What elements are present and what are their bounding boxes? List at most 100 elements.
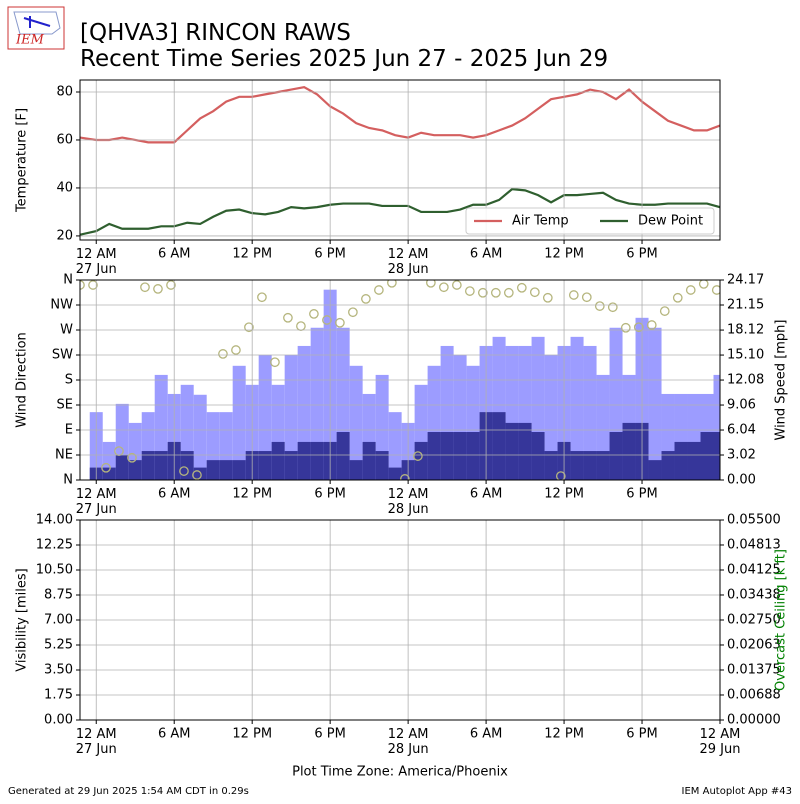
x-tick-label: 12 AM 28 Jun	[388, 727, 429, 757]
x-tick-label: 12 AM 28 Jun	[388, 247, 429, 277]
x-tick-label: 12 PM	[544, 727, 584, 742]
point	[452, 280, 462, 290]
y2-tick-label: 3.02	[727, 448, 756, 463]
point	[568, 290, 579, 300]
y2-tick-label: 0.02063	[727, 637, 781, 652]
bar	[648, 460, 662, 480]
point	[646, 320, 657, 330]
plot-frame	[79, 279, 721, 481]
bar	[336, 432, 350, 480]
point	[659, 306, 670, 316]
x-tick-label: 6 AM	[470, 247, 503, 262]
y-tick-label: 1.75	[44, 688, 73, 703]
y2-tick-label: 0.03438	[727, 587, 781, 602]
y2-tick-label: 0.04813	[727, 537, 781, 552]
y-tick-label: SE	[57, 398, 73, 413]
point	[88, 280, 98, 290]
bar	[349, 460, 363, 480]
x-tick-label: 12 PM	[232, 727, 272, 742]
x-tick-label: 6 AM	[158, 487, 191, 502]
y-tick-label: NW	[50, 298, 73, 313]
bar	[609, 432, 623, 480]
point	[503, 287, 514, 298]
point	[231, 345, 241, 355]
bar	[375, 451, 389, 480]
point	[542, 292, 553, 303]
x-tick-label: 6 PM	[626, 727, 657, 742]
x-tick-label: 6 PM	[314, 727, 345, 742]
point	[685, 285, 696, 295]
x-tick-label: 12 PM	[232, 247, 272, 262]
bar	[531, 432, 545, 480]
y2-axis-label: Wind Speed [mph]	[774, 320, 789, 441]
bar	[687, 441, 701, 480]
bar	[232, 365, 246, 480]
y2-tick-label: 6.04	[727, 423, 756, 438]
bar	[583, 345, 597, 480]
bar	[518, 422, 532, 480]
bar	[258, 355, 272, 480]
plot-frame	[79, 519, 721, 721]
y-tick-label: W	[60, 323, 73, 338]
x-tick-label: 6 PM	[626, 247, 657, 262]
bar	[193, 394, 207, 480]
y-tick-label: 7.00	[44, 613, 73, 628]
point	[426, 280, 436, 288]
y-tick-label: 40	[56, 180, 73, 195]
y2-tick-label: 21.15	[727, 297, 764, 312]
x-tick-label: 6 AM	[158, 247, 191, 262]
point	[607, 302, 618, 313]
y-tick-label: N	[63, 473, 73, 488]
logo-frame	[7, 6, 65, 50]
x-tick-label: 6 AM	[470, 487, 503, 502]
x-tick-label: 12 AM 27 Jun	[76, 487, 117, 517]
bar	[414, 441, 428, 480]
y-tick-label: S	[65, 373, 73, 388]
x-axis-label: Plot Time Zone: America/Phoenix	[292, 765, 508, 780]
data-line	[80, 86, 720, 144]
y2-tick-label: 0.01375	[727, 663, 781, 678]
point	[322, 315, 332, 325]
bar	[440, 432, 454, 480]
point	[309, 309, 319, 319]
bar	[141, 451, 155, 480]
y-tick-label: N	[63, 273, 73, 288]
x-tick-label: 12 AM 27 Jun	[76, 727, 117, 757]
point	[192, 470, 202, 480]
x-tick-label: 12 AM 27 Jun	[76, 247, 117, 277]
plot-frame	[79, 79, 721, 241]
point	[490, 287, 501, 298]
point	[698, 280, 709, 289]
point	[711, 285, 720, 295]
y2-tick-label: 0.00	[727, 473, 756, 488]
point	[400, 474, 410, 480]
bar	[596, 451, 610, 480]
bar	[713, 432, 720, 480]
x-tick-label: 12 PM	[544, 247, 584, 262]
point	[516, 282, 527, 293]
point	[581, 292, 592, 303]
bar	[583, 451, 597, 480]
bar	[700, 432, 714, 480]
point	[464, 286, 475, 296]
point	[153, 284, 163, 294]
y2-tick-label: 12.08	[727, 373, 764, 388]
y-axis-label: Visibility [miles]	[15, 568, 30, 671]
point	[555, 471, 566, 480]
point	[179, 466, 189, 476]
point	[529, 287, 540, 298]
point	[296, 321, 306, 331]
point	[413, 451, 423, 461]
legend-frame	[465, 207, 715, 235]
bar	[622, 422, 636, 480]
y-axis-label: Wind Direction	[15, 332, 30, 428]
y-tick-label: 5.25	[44, 638, 73, 653]
bar	[154, 451, 168, 480]
point	[335, 317, 345, 328]
x-tick-label: 6 PM	[626, 487, 657, 502]
y2-tick-label: 0.00688	[727, 687, 781, 702]
point	[439, 282, 449, 293]
x-tick-label: 12 PM	[544, 487, 584, 502]
bar	[466, 432, 480, 480]
